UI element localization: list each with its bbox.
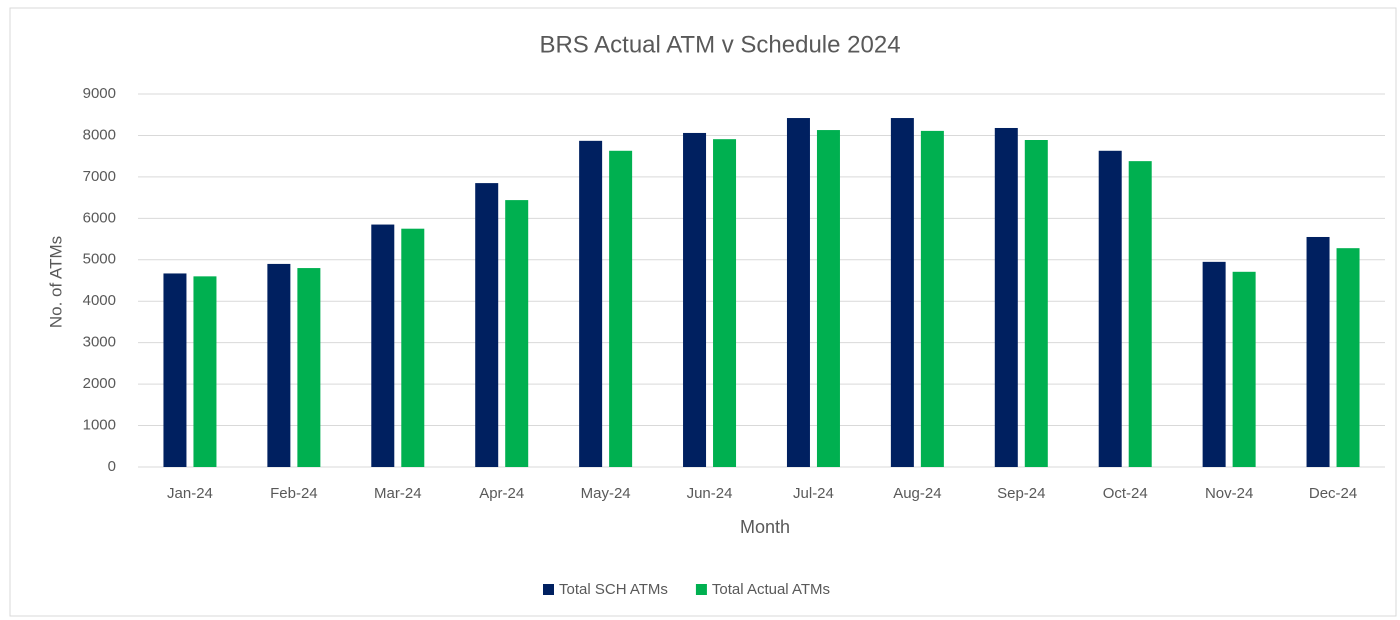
bar <box>163 273 187 467</box>
y-tick-label: 2000 <box>83 375 116 392</box>
bar <box>994 127 1018 468</box>
x-tick-label: Apr-24 <box>479 485 524 502</box>
x-tick-label: Oct-24 <box>1103 485 1148 502</box>
y-tick-label: 5000 <box>83 251 116 268</box>
bar <box>1098 150 1122 468</box>
bar <box>401 228 425 467</box>
y-tick-label: 8000 <box>83 126 116 143</box>
y-tick-label: 6000 <box>83 209 116 226</box>
bar <box>1202 261 1226 467</box>
bar <box>609 150 633 468</box>
bar <box>920 130 944 467</box>
bar <box>1232 271 1256 467</box>
bar <box>786 118 810 467</box>
x-tick-label: Mar-24 <box>374 485 422 502</box>
bar <box>890 118 914 467</box>
bar <box>505 200 529 467</box>
legend-swatch <box>695 584 707 595</box>
bar <box>1306 236 1330 467</box>
x-tick-label: Jan-24 <box>167 485 213 502</box>
x-tick-label: Dec-24 <box>1309 485 1357 502</box>
bar <box>1024 140 1048 467</box>
x-tick-label: Nov-24 <box>1205 485 1253 502</box>
x-tick-label: Jun-24 <box>687 485 733 502</box>
y-tick-label: 7000 <box>83 168 116 185</box>
x-tick-label: Sep-24 <box>997 485 1045 502</box>
bar <box>193 276 217 467</box>
bar <box>475 183 499 467</box>
x-tick-label: Jul-24 <box>793 485 834 502</box>
legend-label: Total Actual ATMs <box>712 581 830 598</box>
bar <box>371 224 395 467</box>
bar <box>1336 248 1360 467</box>
chart-title: BRS Actual ATM v Schedule 2024 <box>539 31 900 58</box>
x-tick-label: Aug-24 <box>893 485 941 502</box>
bar <box>713 139 737 467</box>
x-tick-label: Feb-24 <box>270 485 318 502</box>
y-axis-label: No. of ATMs <box>46 236 65 328</box>
legend-swatch <box>543 584 554 595</box>
bar <box>297 268 321 467</box>
bar <box>816 130 840 467</box>
bar <box>1128 161 1152 467</box>
x-axis-label: Month <box>740 517 790 537</box>
legend-label: Total SCH ATMs <box>559 581 668 598</box>
bar <box>579 140 603 468</box>
bar <box>267 263 291 467</box>
x-tick-label: May-24 <box>581 485 631 502</box>
y-tick-label: 0 <box>108 458 116 475</box>
y-tick-label: 3000 <box>83 334 116 351</box>
y-tick-label: 1000 <box>83 417 116 434</box>
bar <box>683 132 707 468</box>
y-tick-label: 9000 <box>83 85 116 102</box>
y-tick-label: 4000 <box>83 292 116 309</box>
